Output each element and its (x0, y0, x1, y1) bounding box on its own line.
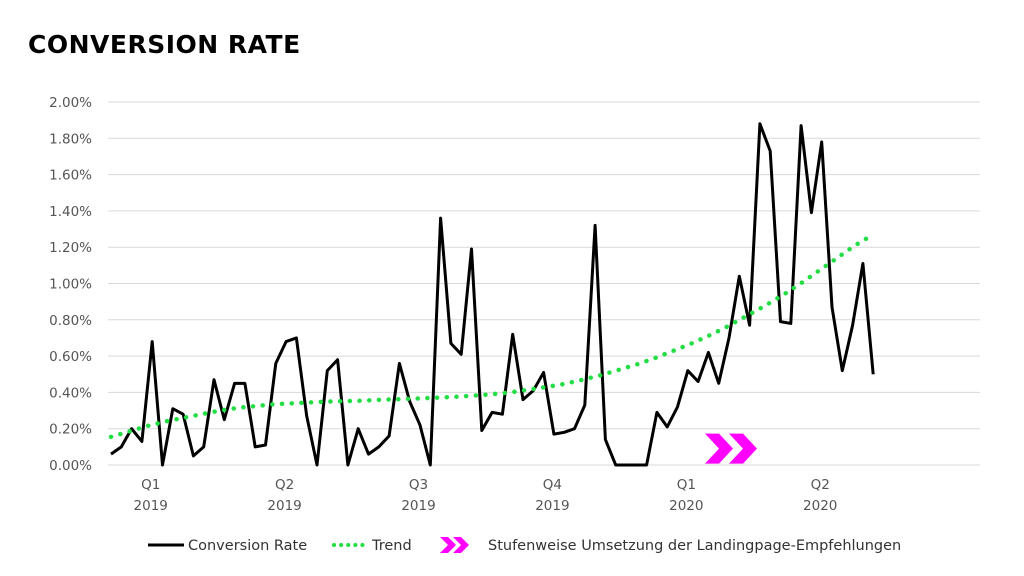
series-layer (108, 122, 876, 467)
y-tick-label: 1.20% (49, 240, 92, 256)
legend-line-label: Conversion Rate (188, 538, 307, 554)
y-tick-label: 0.00% (49, 458, 92, 474)
chevron-left (705, 433, 733, 464)
y-tick-label: 1.80% (49, 131, 92, 147)
x-tick-quarter: Q3 (409, 477, 428, 493)
x-tick-year: 2020 (669, 498, 703, 514)
legend-trend-label: Trend (371, 538, 412, 554)
y-tick-label: 0.80% (49, 313, 92, 329)
y-tick-label: 0.60% (49, 349, 92, 365)
grid-lines (108, 101, 980, 466)
y-axis-ticks: 0.00% 0.20% 0.40% 0.60% 0.80% 1.00% 1.20% 1.40%… (49, 95, 92, 474)
x-tick-quarter: Q4 (543, 477, 562, 493)
legend: Conversion Rate Trend Stufenweise Umsetz… (148, 537, 901, 554)
y-tick-label: 1.00% (49, 277, 92, 293)
x-tick-year: 2019 (535, 498, 569, 514)
x-tick-year: 2019 (267, 498, 301, 514)
y-tick-label: 1.40% (49, 204, 92, 220)
chart-title: CONVERSION RATE (28, 30, 301, 59)
trend-line (108, 232, 876, 440)
x-axis-ticks: Q1 2019 Q2 2019 Q3 2019 Q4 2019 Q1 2020 Q2 2020 (134, 477, 838, 514)
x-tick-year: 2019 (401, 498, 435, 514)
y-tick-label: 0.40% (49, 385, 92, 401)
conversion-rate-line (110, 122, 875, 467)
x-tick-quarter: Q2 (811, 477, 830, 493)
x-tick-year: 2020 (803, 498, 837, 514)
x-tick-year: 2019 (134, 498, 168, 514)
chevron-annotation (705, 433, 757, 464)
y-tick-label: 0.20% (49, 422, 92, 438)
legend-marker-label: Stufenweise Umsetzung der Landingpage-Em… (488, 538, 901, 554)
legend-chevron-icon (440, 537, 469, 553)
chevron-marker-icon (705, 433, 757, 464)
y-tick-label: 2.00% (49, 95, 92, 111)
x-tick-quarter: Q1 (141, 477, 160, 493)
chevron-right (729, 433, 757, 464)
x-tick-quarter: Q1 (677, 477, 696, 493)
y-tick-label: 1.60% (49, 168, 92, 184)
x-tick-quarter: Q2 (275, 477, 294, 493)
